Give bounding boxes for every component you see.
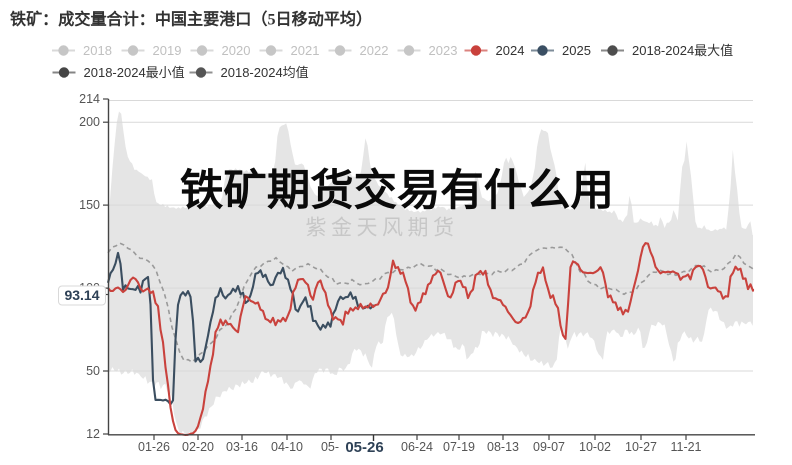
svg-text:12: 12 bbox=[86, 427, 100, 441]
svg-text:2018: 2018 bbox=[83, 43, 112, 58]
svg-text:02-20: 02-20 bbox=[182, 440, 214, 454]
svg-text:2023: 2023 bbox=[429, 43, 458, 58]
svg-text:08-13: 08-13 bbox=[487, 440, 519, 454]
svg-text:05-26: 05-26 bbox=[345, 439, 383, 456]
svg-text:2018-2024最大值: 2018-2024最大值 bbox=[632, 43, 733, 58]
svg-text:2025: 2025 bbox=[562, 43, 591, 58]
svg-text:2022: 2022 bbox=[360, 43, 389, 58]
svg-text:2024: 2024 bbox=[496, 43, 525, 58]
svg-text:铁矿期货交易有什么用: 铁矿期货交易有什么用 bbox=[180, 167, 614, 215]
svg-text:2018-2024均值: 2018-2024均值 bbox=[221, 65, 309, 80]
svg-text:07-19: 07-19 bbox=[443, 440, 475, 454]
svg-text:150: 150 bbox=[79, 198, 100, 212]
svg-text:214: 214 bbox=[79, 92, 100, 106]
svg-text:11-21: 11-21 bbox=[670, 440, 701, 454]
svg-text:紫金天风期货: 紫金天风期货 bbox=[306, 217, 459, 240]
svg-text:09-07: 09-07 bbox=[533, 440, 565, 454]
svg-text:2019: 2019 bbox=[153, 43, 182, 58]
svg-text:10-02: 10-02 bbox=[579, 440, 611, 454]
svg-text:2021: 2021 bbox=[291, 43, 320, 58]
svg-text:铁矿：成交量合计：中国主要港口（5日移动平均）: 铁矿：成交量合计：中国主要港口（5日移动平均） bbox=[10, 10, 372, 29]
svg-text:04-10: 04-10 bbox=[271, 440, 303, 454]
svg-text:05-: 05- bbox=[321, 440, 339, 454]
svg-text:2020: 2020 bbox=[222, 43, 251, 58]
svg-text:06-24: 06-24 bbox=[401, 440, 433, 454]
svg-text:03-16: 03-16 bbox=[226, 440, 258, 454]
svg-text:200: 200 bbox=[79, 115, 100, 129]
svg-text:01-26: 01-26 bbox=[138, 440, 170, 454]
svg-text:10-27: 10-27 bbox=[625, 440, 657, 454]
svg-text:93.14: 93.14 bbox=[64, 287, 99, 303]
svg-text:2018-2024最小值: 2018-2024最小值 bbox=[84, 65, 185, 80]
svg-text:50: 50 bbox=[86, 364, 100, 378]
